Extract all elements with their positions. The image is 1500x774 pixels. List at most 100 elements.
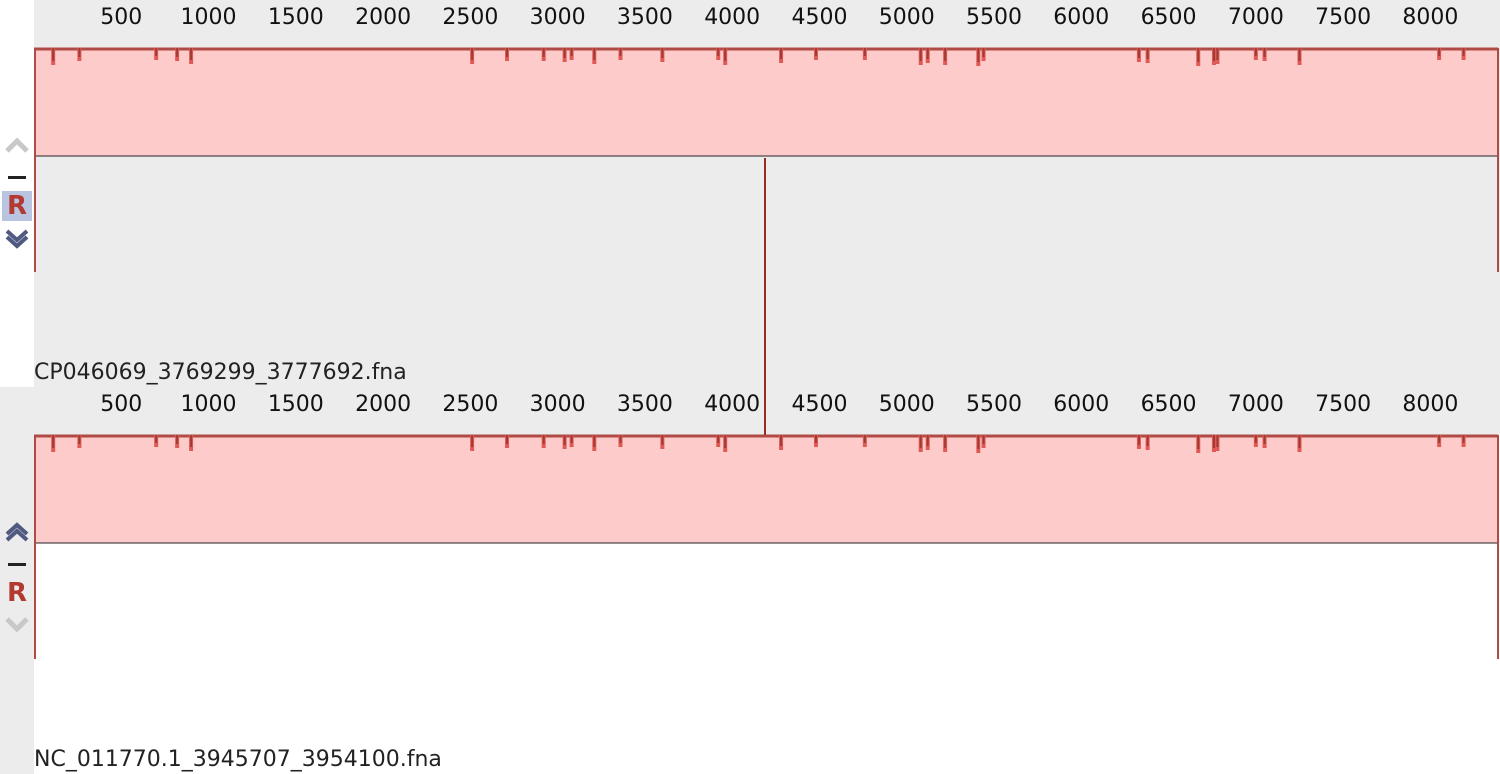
variation-marker-core [863, 435, 866, 443]
variation-marker-core [1462, 48, 1465, 56]
variation-marker-core [78, 435, 81, 444]
ruler-tick-label: 7000 [1227, 392, 1284, 417]
variation-marker-core [570, 48, 573, 56]
ruler-tick-label: 3500 [616, 5, 673, 30]
variation-marker-core [1146, 435, 1149, 446]
variation-marker-core [155, 435, 158, 443]
ruler-tick-label: 7500 [1315, 392, 1372, 417]
chevron-down-icon [5, 229, 29, 249]
alignment-cursor-line [764, 158, 766, 435]
variation-marker-core [982, 435, 985, 444]
variation-marker-core [1438, 435, 1441, 443]
move-up-button[interactable] [3, 520, 31, 544]
ruler-tick-label: 5500 [966, 5, 1023, 30]
variation-marker-core [1298, 48, 1301, 61]
variation-marker-core [506, 48, 509, 57]
chevron-up-icon [5, 522, 29, 542]
variation-marker-core [593, 48, 596, 60]
ruler-tick-label: 1500 [267, 5, 324, 30]
variation-marker-core [944, 435, 947, 448]
variation-marker-core [1438, 48, 1441, 56]
ruler-tick-label: 5000 [878, 5, 935, 30]
variation-marker-core [1216, 435, 1219, 447]
alignment-track[interactable] [0, 387, 1500, 774]
ruler-tick-label: 4000 [704, 392, 761, 417]
variation-marker-core [52, 435, 55, 448]
alignment-block [34, 48, 1498, 156]
ruler-tick-label: 2500 [442, 392, 499, 417]
variation-marker-core [977, 48, 980, 62]
variation-marker-core [1298, 435, 1301, 448]
ruler-tick-label: 6500 [1140, 392, 1197, 417]
variation-marker-core [814, 435, 817, 443]
coordinate-ruler: 500 1000 1500 2000 2500 3000 3500 4000 4500 5000 5… [0, 0, 1500, 48]
variation-marker-core [1137, 48, 1140, 58]
ruler-tick-label: 4500 [791, 5, 848, 30]
ruler-tick-label: 3500 [616, 392, 673, 417]
variation-marker-core [471, 435, 474, 447]
variation-marker-core [1146, 48, 1149, 59]
ruler-tick-label: 2000 [355, 5, 412, 30]
variation-marker-core [563, 435, 566, 445]
panel-sidebar [0, 387, 34, 774]
variation-marker-core [619, 435, 622, 443]
ruler-tick-label: 2500 [442, 5, 499, 30]
variation-marker-core [176, 435, 179, 444]
variation-marker-core [780, 48, 783, 59]
variation-marker-core [919, 48, 922, 61]
variation-marker-core [724, 435, 727, 448]
variation-marker-core [780, 435, 783, 446]
variation-marker-core [1263, 48, 1266, 57]
variation-marker-core [863, 48, 866, 56]
sequence-name: CP046069_3769299_3777692.fna [34, 360, 407, 385]
move-down-button[interactable] [3, 226, 31, 250]
reverse-complement-button[interactable]: R [6, 578, 28, 608]
variation-marker-core [1263, 435, 1266, 444]
ruler-tick-label: 6500 [1140, 5, 1197, 30]
collapse-button[interactable] [3, 166, 31, 190]
sequence-name: NC_011770.1_3945707_3954100.fna [34, 747, 442, 772]
variation-marker-core [1137, 435, 1140, 445]
minus-icon [8, 176, 26, 179]
ruler-tick-label: 7500 [1315, 5, 1372, 30]
variation-marker-core [926, 435, 929, 446]
ruler-tick-label: 1500 [267, 392, 324, 417]
variation-marker-core [506, 435, 509, 444]
genome-panel-1: 500 1000 1500 2000 2500 3000 3500 4000 4500 5000 5… [0, 0, 1500, 387]
ruler-tick-label: 7000 [1227, 5, 1284, 30]
ruler-tick-label: 4500 [791, 392, 848, 417]
variation-marker-core [926, 48, 929, 59]
variation-marker-core [1212, 48, 1215, 61]
ruler-tick-label: 6000 [1053, 392, 1110, 417]
variation-marker-core [190, 48, 193, 60]
variation-marker-core [52, 48, 55, 61]
variation-marker-core [542, 48, 545, 57]
variation-marker-core [542, 435, 545, 444]
variation-marker-core [563, 48, 566, 58]
ruler-tick-label: 4000 [704, 5, 761, 30]
ruler-tick-label: 1000 [180, 5, 237, 30]
ruler-tick-label: 6000 [1053, 5, 1110, 30]
reverse-complement-button[interactable]: R [2, 191, 32, 221]
ruler-tick-label: 8000 [1402, 5, 1459, 30]
variation-marker-core [1254, 48, 1257, 56]
move-down-button[interactable] [3, 613, 31, 637]
variation-marker-core [1212, 435, 1215, 448]
variation-marker-core [717, 435, 720, 443]
variation-marker-core [1197, 435, 1200, 449]
variation-marker-core [176, 48, 179, 57]
minus-icon [8, 563, 26, 566]
ruler-background [34, 387, 1500, 435]
move-up-button[interactable] [3, 133, 31, 157]
alignment-track[interactable] [0, 0, 1500, 387]
variation-marker-core [724, 48, 727, 61]
variation-marker-core [471, 48, 474, 60]
ruler-tick-label: 500 [100, 392, 143, 417]
chevron-up-icon [5, 137, 29, 153]
variation-marker-core [570, 435, 573, 443]
variation-marker-core [593, 435, 596, 447]
variation-marker-core [814, 48, 817, 56]
variation-marker-core [944, 48, 947, 61]
collapse-button[interactable] [3, 553, 31, 577]
ruler-tick-label: 3000 [529, 392, 586, 417]
